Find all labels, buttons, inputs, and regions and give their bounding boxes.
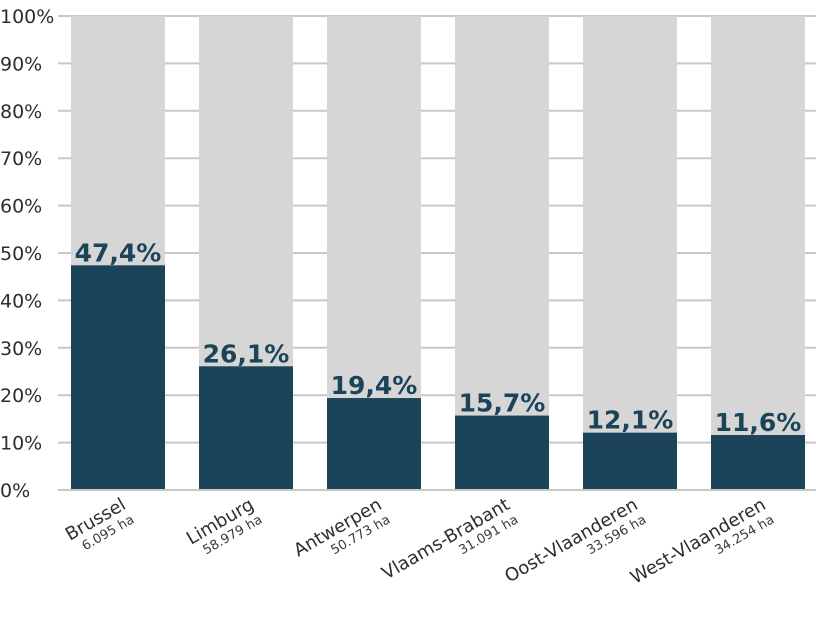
data-bars [71,265,805,490]
y-tick-label: 20% [0,385,42,407]
data-bar [327,398,421,490]
y-tick-label: 60% [0,196,42,218]
data-bar [583,432,677,490]
y-axis-tick-labels: 0% 10% 20% 30% 40% 50% 60% 70% 80% 90% 100% [0,6,54,502]
y-tick-label: 80% [0,101,42,123]
background-bar [711,16,805,490]
y-tick-label: 30% [0,338,42,360]
gridlines [58,15,816,491]
value-label: 11,6% [715,408,802,437]
background-bar [455,16,549,490]
y-tick-label: 70% [0,148,42,170]
value-label: 26,1% [203,339,290,368]
data-bar [455,415,549,490]
y-tick-label: 90% [0,53,42,75]
y-tick-label: 40% [0,290,42,312]
data-bar [71,265,165,490]
value-label: 19,4% [331,371,418,400]
y-tick-label: 0% [0,480,30,502]
value-label: 12,1% [587,406,674,435]
y-tick-label: 10% [0,433,42,455]
data-bar [711,435,805,490]
background-bar [583,16,677,490]
value-label: 15,7% [459,389,546,418]
data-bar [199,366,293,490]
value-labels: 47,4% 26,1% 19,4% 15,7% 12,1% 11,6% [75,238,802,437]
y-tick-label: 50% [0,243,42,265]
y-tick-label: 100% [0,6,54,28]
value-label: 47,4% [75,238,162,267]
